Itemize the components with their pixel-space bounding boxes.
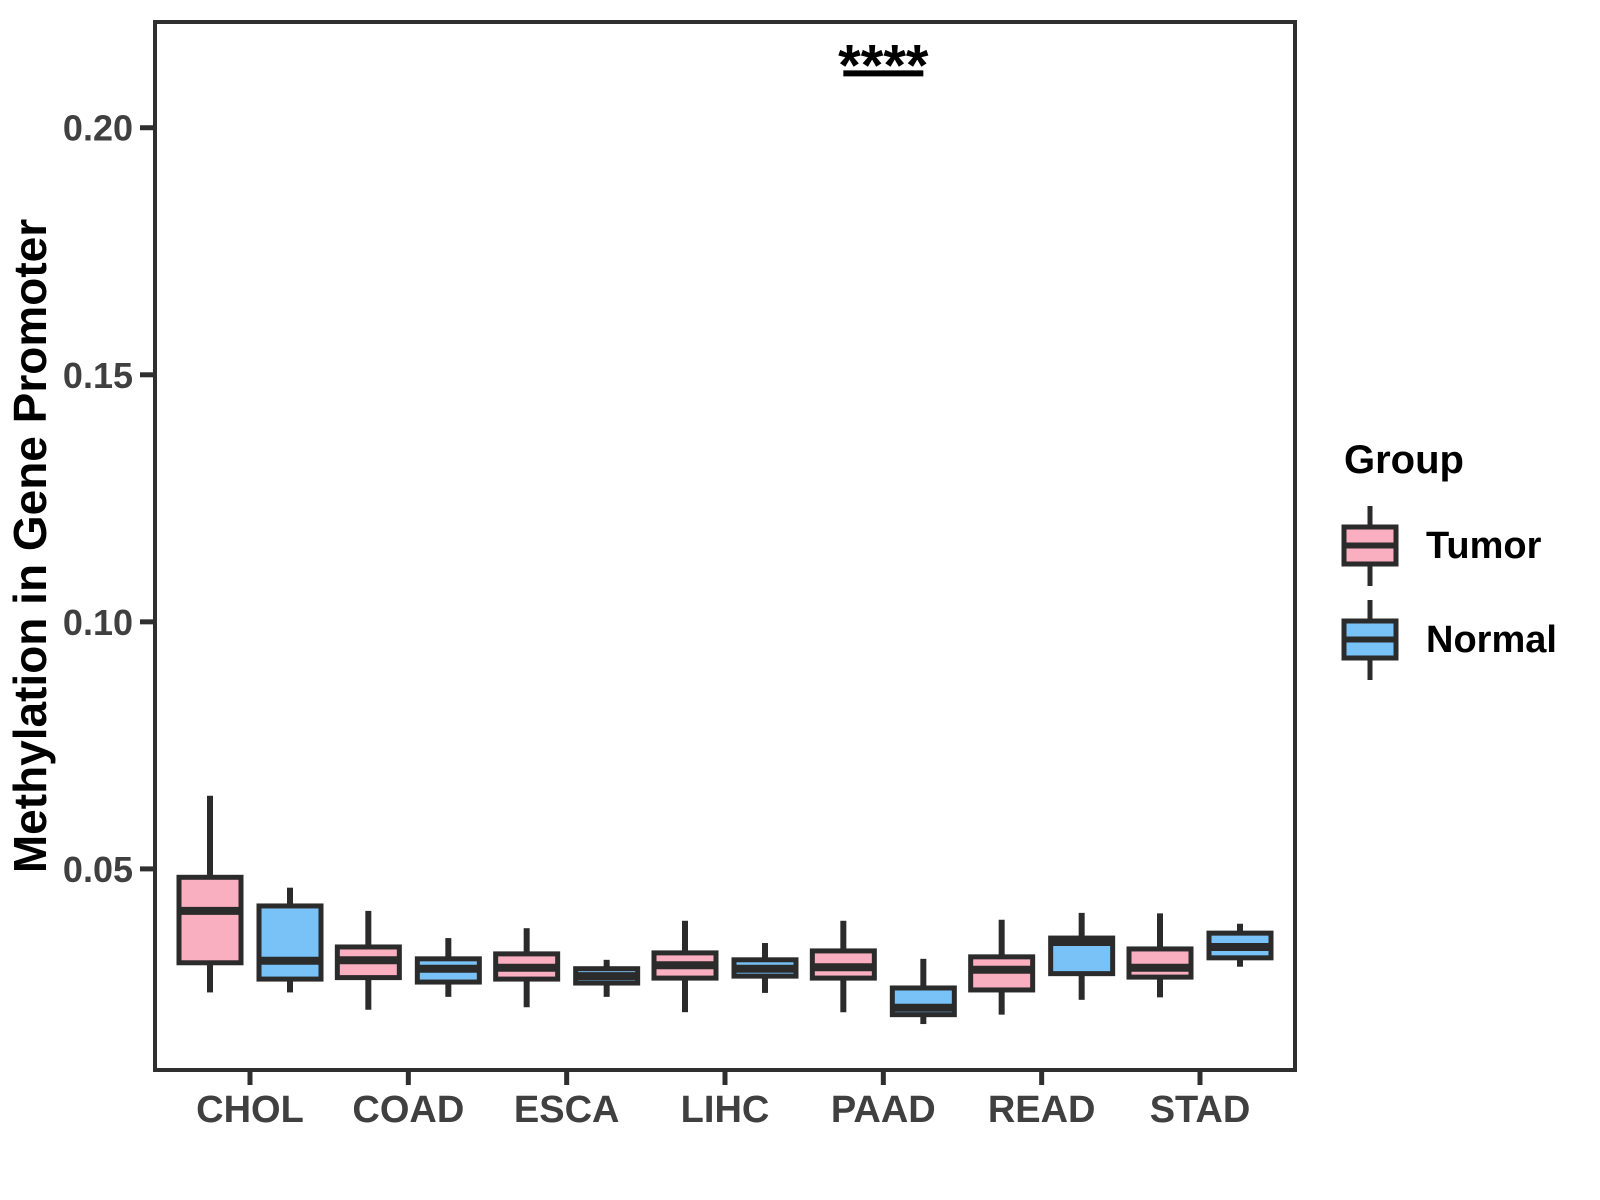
legend-title: Group: [1344, 438, 1464, 482]
normal-boxplot-key-icon: [1341, 600, 1399, 680]
x-tick-label-chol: CHOL: [196, 1089, 304, 1131]
panel-border: [153, 20, 1297, 1072]
y-tick-label: 0.10: [63, 602, 133, 643]
x-tick-label-coad: COAD: [352, 1089, 464, 1131]
box-stad-tumor: [1126, 946, 1194, 980]
x-tick-label-read: READ: [988, 1089, 1096, 1131]
y-tick-label: 0.15: [63, 355, 133, 396]
legend-label-normal: Normal: [1426, 618, 1557, 661]
x-tick-label-paad: PAAD: [831, 1089, 936, 1131]
legend: Group Tumor Normal: [1340, 438, 1557, 687]
tumor-boxplot-key-icon: [1341, 506, 1399, 586]
significance-stars: ****: [838, 33, 929, 98]
legend-item-tumor: Tumor: [1340, 504, 1557, 588]
legend-item-normal: Normal: [1340, 598, 1557, 682]
box-chol-tumor: [176, 874, 244, 966]
x-tick-label-stad: STAD: [1150, 1089, 1251, 1131]
y-tick-label: 0.20: [63, 108, 133, 149]
legend-label-tumor: Tumor: [1426, 524, 1542, 567]
y-axis-title: Methylation in Gene Promoter: [4, 218, 56, 874]
x-tick-label-lihc: LIHC: [681, 1089, 770, 1131]
x-tick-label-esca: ESCA: [514, 1089, 620, 1131]
box-chol-normal: [256, 903, 324, 982]
y-tick-label: 0.05: [63, 849, 133, 890]
